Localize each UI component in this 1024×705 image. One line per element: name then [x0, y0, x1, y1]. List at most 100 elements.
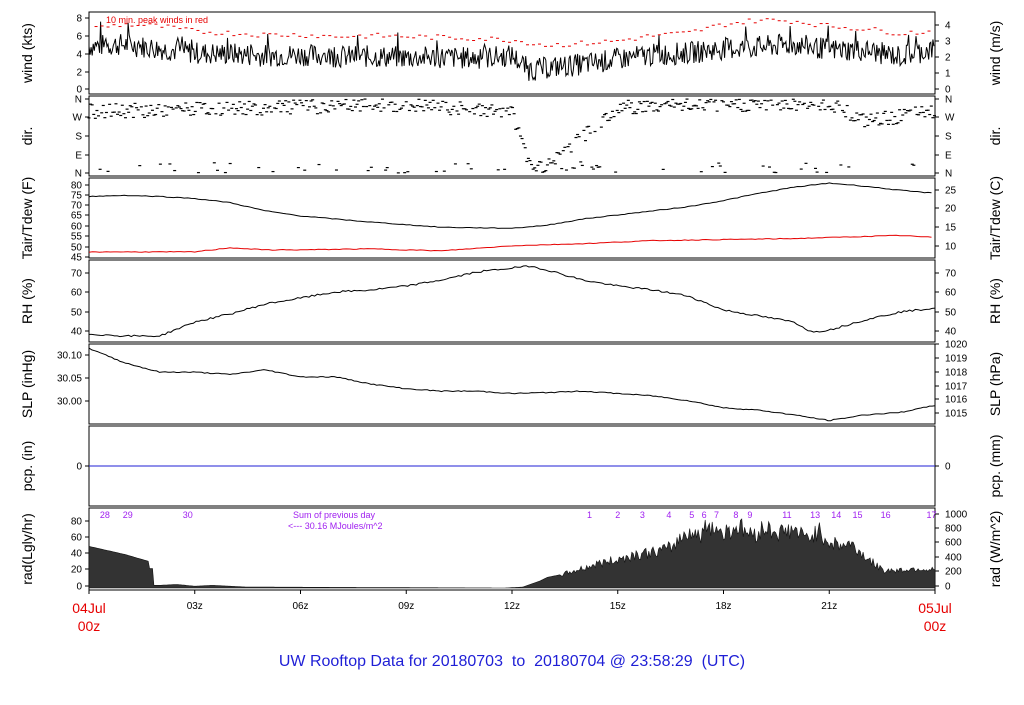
- slp-right-tick-label: 1015: [945, 409, 968, 420]
- rh-ylabel-left: RH (%): [19, 278, 35, 324]
- temp-left-tick-label: 75: [71, 191, 83, 202]
- temp-right-tick-label: 25: [945, 186, 957, 197]
- slp-right-tick-label: 1020: [945, 340, 968, 351]
- tair-series-line: [88, 182, 932, 229]
- rad-ylabel-left: rad(Lgly/hr): [19, 513, 35, 585]
- day-number-label: 1: [587, 510, 592, 520]
- temp-right-tick-label: 20: [945, 204, 957, 215]
- temp-left-tick-label: 60: [71, 222, 83, 233]
- pcp-right-tick-label: 0: [945, 462, 951, 473]
- day-number-label: 11: [782, 510, 791, 520]
- wind-right-tick-label: 1: [945, 69, 951, 80]
- rad-right-tick-label: 400: [945, 553, 962, 564]
- rh-right-tick-label: 50: [945, 308, 957, 319]
- day-number-label: 3: [640, 510, 645, 520]
- temp-right-tick-label: 10: [945, 242, 957, 253]
- x-tick-label: 03z: [187, 601, 203, 612]
- rad-area: [88, 518, 936, 589]
- temp-panel-frame: [88, 177, 936, 259]
- dir-right-tick-label: N: [945, 169, 952, 180]
- x-tick-label: 15z: [610, 601, 626, 612]
- chart-title: UW Rooftop Data for 20180703 to 20180704…: [279, 653, 745, 670]
- rh-right-tick-label: 60: [945, 288, 957, 299]
- slp-right-tick-label: 1018: [945, 368, 968, 379]
- rh-right-tick-label: 70: [945, 269, 957, 280]
- temp-left-tick-label: 50: [71, 243, 83, 254]
- x-tick-label: 18z: [715, 601, 731, 612]
- rh-left-tick-label: 70: [71, 269, 83, 280]
- dir-right-tick-label: N: [945, 95, 952, 106]
- peak-wind-annotation: 10 min. peak winds in red: [106, 15, 208, 25]
- wind-panel-frame: [88, 11, 936, 95]
- dir-left-tick-label: N: [75, 169, 82, 180]
- dir-ylabel-left: dir.: [19, 127, 35, 146]
- slp-panel-frame: [88, 343, 936, 425]
- wind-ylabel-left: wind (kts): [19, 23, 35, 84]
- wind-left-tick-label: 6: [76, 32, 82, 43]
- temp-left-tick-label: 65: [71, 211, 83, 222]
- dir-right-tick-label: E: [945, 151, 952, 162]
- x-end-date-label: 05Jul: [918, 600, 951, 616]
- day-number-label: 15: [852, 510, 862, 520]
- day-number-label: 14: [831, 510, 841, 520]
- day-number-label: 6: [702, 510, 707, 520]
- wind-right-tick-label: 4: [945, 21, 951, 32]
- slp-right-tick-label: 1017: [945, 382, 968, 393]
- slp-right-tick-label: 1019: [945, 354, 968, 365]
- rad-right-tick-label: 200: [945, 567, 962, 578]
- dir-right-tick-label: S: [945, 132, 952, 143]
- dir-right-tick-label: W: [945, 113, 955, 124]
- slp-left-tick-label: 30.00: [57, 397, 82, 408]
- slp-ylabel-right: SLP (hPa): [987, 352, 1003, 416]
- day-number-label: 28: [100, 510, 110, 520]
- wind-left-tick-label: 2: [76, 68, 82, 79]
- day-number-label: 5: [689, 510, 694, 520]
- rad-right-tick-label: 0: [945, 582, 951, 593]
- temp-right-tick-label: 15: [945, 223, 957, 234]
- day-number-label: 9: [747, 510, 752, 520]
- wind-right-tick-label: 3: [945, 37, 951, 48]
- rad-right-tick-label: 800: [945, 524, 962, 535]
- temp-ylabel-right: Tair/Tdew (C): [987, 176, 1003, 260]
- dir-ylabel-right: dir.: [987, 127, 1003, 146]
- wind-left-tick-label: 4: [76, 50, 82, 61]
- rad-left-tick-label: 60: [71, 533, 83, 544]
- day-number-label: 29: [123, 510, 133, 520]
- pcp-left-tick-label: 0: [76, 462, 82, 473]
- slp-right-tick-label: 1016: [945, 395, 968, 406]
- dir-left-tick-label: S: [75, 132, 82, 143]
- day-number-label: 8: [733, 510, 738, 520]
- day-number-label: 7: [714, 510, 719, 520]
- temp-left-tick-label: 70: [71, 201, 83, 212]
- slp-left-tick-label: 30.05: [57, 374, 82, 385]
- dir-left-tick-label: W: [73, 113, 83, 124]
- rad-right-tick-label: 600: [945, 538, 962, 549]
- x-tick-label: 12z: [504, 601, 520, 612]
- x-start-date-label: 04Jul: [72, 600, 105, 616]
- temp-left-tick-label: 80: [71, 181, 83, 192]
- x-tick-label: 06z: [292, 601, 308, 612]
- rad-ylabel-right: rad (W/m^2): [987, 511, 1003, 588]
- pcp-ylabel-right: pcp. (mm): [987, 435, 1003, 498]
- slp-ylabel-left: SLP (inHg): [19, 350, 35, 418]
- temp-left-tick-label: 45: [71, 253, 83, 264]
- x-tick-label: 09z: [398, 601, 414, 612]
- day-number-label: 2: [615, 510, 620, 520]
- day-note-line-2: <--- 30.16 MJoules/m^2: [288, 521, 383, 531]
- rad-left-tick-label: 0: [76, 582, 82, 593]
- rh-panel-frame: [88, 259, 936, 343]
- wind-ylabel-right: wind (m/s): [987, 21, 1003, 87]
- day-number-label: 16: [881, 510, 891, 520]
- day-number-label: 17: [926, 510, 936, 520]
- rad-right-tick-label: 1000: [945, 510, 968, 521]
- x-start-time-label: 00z: [78, 618, 101, 634]
- wind-right-tick-label: 2: [945, 53, 951, 64]
- dir-left-tick-label: E: [75, 151, 82, 162]
- rh-left-tick-label: 60: [71, 288, 83, 299]
- rh-left-tick-label: 50: [71, 308, 83, 319]
- wind-left-tick-label: 8: [76, 14, 82, 25]
- temp-ylabel-left: Tair/Tdew (F): [19, 177, 35, 259]
- wind-right-tick-label: 0: [945, 85, 951, 96]
- rh-ylabel-right: RH (%): [987, 278, 1003, 324]
